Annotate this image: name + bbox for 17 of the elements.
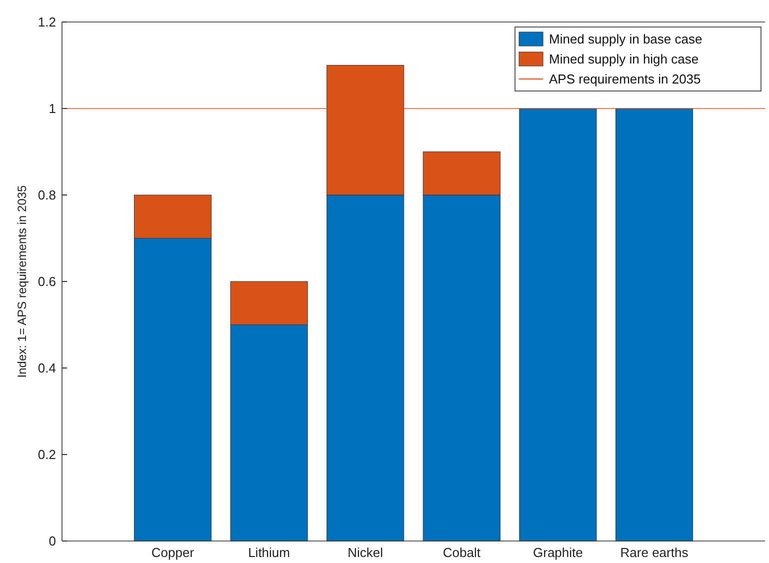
legend-label: Mined supply in high case bbox=[549, 52, 699, 67]
legend-label: Mined supply in base case bbox=[549, 32, 702, 47]
x-tick-label: Graphite bbox=[533, 545, 583, 560]
y-tick-label: 0.8 bbox=[38, 188, 56, 203]
y-tick-label: 0.2 bbox=[38, 447, 56, 462]
y-tick-label: 0.6 bbox=[38, 274, 56, 290]
x-tick-label: Cobalt bbox=[442, 545, 481, 560]
legend-label: APS requirements in 2035 bbox=[549, 72, 701, 87]
y-tick-label: 1 bbox=[48, 101, 56, 116]
x-tick-label: Rare earths bbox=[620, 545, 689, 560]
x-tick-label: Lithium bbox=[248, 545, 290, 560]
y-tick-label: 0.4 bbox=[38, 360, 56, 376]
y-tick-label: 0 bbox=[48, 534, 56, 549]
x-tick-label: Nickel bbox=[348, 545, 384, 560]
y-axis-title: Index: 1= APS requirements in 2035 bbox=[15, 184, 29, 378]
y-tick-label: 1.2 bbox=[38, 14, 56, 30]
x-tick-label: Copper bbox=[151, 545, 195, 560]
